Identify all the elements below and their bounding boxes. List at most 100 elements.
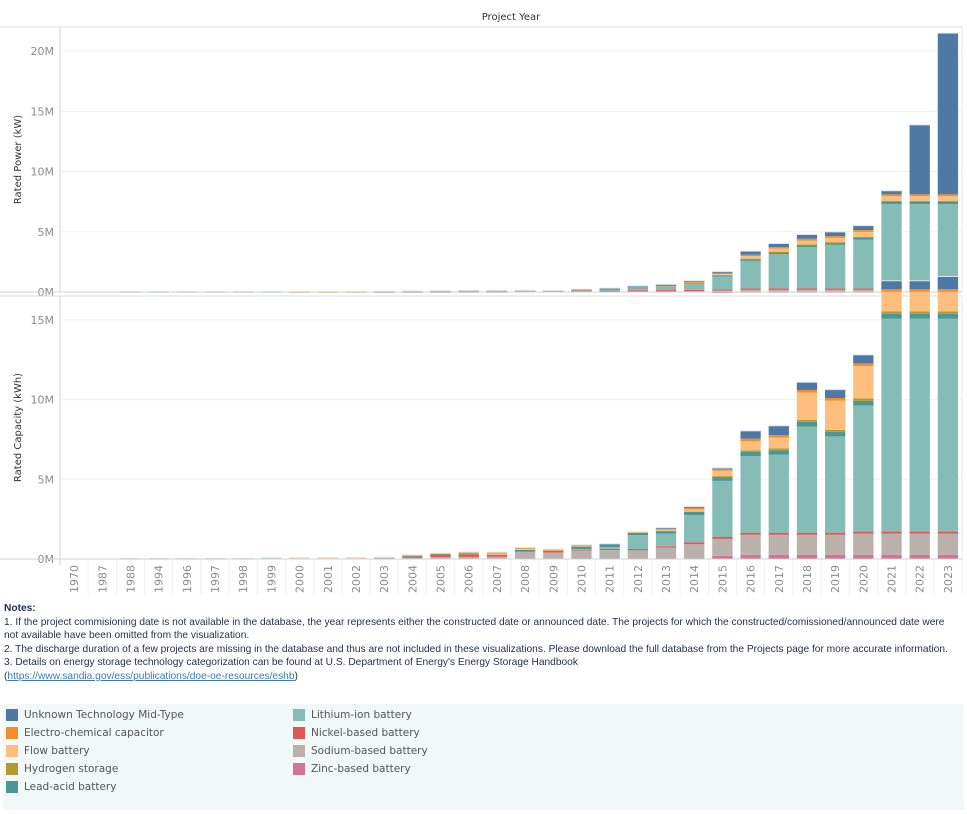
bar-segment[interactable] [655,290,677,292]
bar-stack-2017[interactable] [768,425,789,559]
bar-segment[interactable] [825,429,846,432]
bar-segment[interactable] [937,288,959,292]
bar-segment[interactable] [796,419,818,422]
bar-stack-2006[interactable] [458,551,479,559]
bar-segment[interactable] [796,421,818,427]
bar-segment[interactable] [937,311,959,314]
bar-segment[interactable] [261,557,282,560]
bar-segment[interactable] [825,231,846,237]
bar-segment[interactable] [853,554,874,559]
bar-segment[interactable] [458,556,479,559]
bar-stack-2008[interactable] [514,547,536,559]
bar-stack-2023[interactable] [937,276,959,559]
bar-stack-2001[interactable] [317,557,338,559]
bar-segment[interactable] [937,201,959,205]
bar-segment[interactable] [374,557,395,559]
bar-segment[interactable] [853,231,874,237]
bar-segment[interactable] [796,288,818,290]
bar-segment[interactable] [458,290,479,292]
bar-segment[interactable] [796,244,818,246]
bar-segment[interactable] [881,280,902,289]
legend-item[interactable]: Lithium-ion battery [293,707,412,723]
bar-segment[interactable] [599,288,620,290]
legend-item[interactable]: Unknown Technology Mid-Type [6,707,184,723]
bar-segment[interactable] [937,531,959,534]
bar-stack-2021[interactable] [881,190,902,293]
bar-segment[interactable] [599,548,620,550]
bar-segment[interactable] [684,289,705,292]
bar-segment[interactable] [740,450,761,452]
bar-segment[interactable] [796,392,818,420]
bar-segment[interactable] [655,528,677,532]
bar-stack-2023[interactable] [937,32,959,293]
bar-stack-2014[interactable] [684,280,705,292]
bar-segment[interactable] [937,291,959,312]
bar-segment[interactable] [825,554,846,559]
bar-segment[interactable] [796,426,818,533]
bar-segment[interactable] [768,454,789,533]
bar-segment[interactable] [796,532,818,535]
bar-stack-2015[interactable] [712,271,733,293]
bar-segment[interactable] [881,531,902,534]
bar-segment[interactable] [430,554,451,556]
bar-segment[interactable] [402,555,423,557]
bar-segment[interactable] [627,548,648,551]
bar-segment[interactable] [853,531,874,534]
bar-segment[interactable] [796,554,818,559]
bar-segment[interactable] [599,289,620,292]
bar-segment[interactable] [740,456,761,533]
bar-segment[interactable] [825,389,846,399]
bar-segment[interactable] [853,288,874,290]
bar-segment[interactable] [684,290,705,292]
bar-segment[interactable] [599,549,620,559]
legend-item[interactable]: Flow battery [6,743,90,759]
bar-segment[interactable] [684,507,705,510]
bar-stack-2022[interactable] [909,280,930,559]
bar-stack-2012[interactable] [627,531,648,559]
bar-segment[interactable] [740,438,761,442]
bar-segment[interactable] [655,284,677,286]
bar-segment[interactable] [909,291,930,312]
bar-segment[interactable] [627,285,648,288]
bar-segment[interactable] [768,450,789,455]
bar-segment[interactable] [768,254,789,289]
bar-segment[interactable] [430,290,451,292]
bar-segment[interactable] [796,289,818,292]
bar-segment[interactable] [937,204,959,288]
bar-segment[interactable] [712,480,733,538]
bar-segment[interactable] [712,290,733,292]
bar-stack-2022[interactable] [909,124,930,293]
bar-segment[interactable] [768,251,789,253]
bar-segment[interactable] [853,533,874,555]
bar-segment[interactable] [881,533,902,555]
bar-segment[interactable] [825,431,846,437]
bar-segment[interactable] [345,557,367,559]
bar-segment[interactable] [909,288,930,292]
bar-segment[interactable] [768,288,789,290]
bar-segment[interactable] [571,548,592,551]
bar-segment[interactable] [599,543,620,546]
bar-segment[interactable] [514,547,536,549]
bar-segment[interactable] [937,200,959,203]
bar-segment[interactable] [768,425,789,435]
bar-segment[interactable] [740,554,761,559]
bar-segment[interactable] [796,238,818,241]
bar-stack-2000[interactable] [289,557,310,559]
bar-segment[interactable] [514,548,536,550]
bar-segment[interactable] [853,354,874,364]
bar-segment[interactable] [655,531,677,534]
bar-segment[interactable] [909,313,930,319]
bar-segment[interactable] [571,549,592,559]
bar-segment[interactable] [796,382,818,391]
bar-segment[interactable] [514,550,536,559]
bar-segment[interactable] [796,534,818,555]
bar-segment[interactable] [712,467,733,470]
bar-segment[interactable] [655,533,677,547]
bar-stack-2017[interactable] [768,242,789,293]
bar-segment[interactable] [402,556,423,558]
bar-segment[interactable] [881,190,902,195]
legend-item[interactable]: Hydrogen storage [6,761,118,777]
bar-segment[interactable] [684,511,705,516]
bar-segment[interactable] [768,289,789,292]
bar-segment[interactable] [768,554,789,559]
